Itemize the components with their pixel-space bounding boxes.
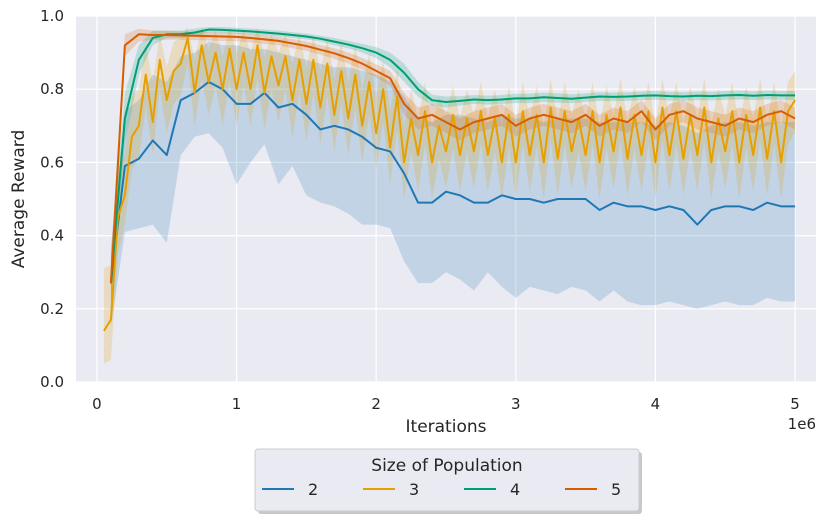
- y-tick-label: 0.2: [40, 300, 64, 318]
- series-lines: [103, 28, 796, 332]
- line-series-5: [109, 33, 796, 284]
- x-tick-label: 1: [232, 395, 242, 413]
- x-tick-label: 4: [651, 395, 661, 413]
- y-tick-label: 1.0: [40, 7, 64, 25]
- y-tick-label: 0.8: [40, 80, 64, 98]
- line-series-2: [109, 80, 796, 284]
- x-tick-label: 5: [790, 395, 800, 413]
- legend-box: [254, 448, 640, 512]
- x-tick-label: 3: [511, 395, 521, 413]
- y-tick-label: 0.6: [40, 153, 64, 171]
- x-tick-labels: 0 1 2 3 4 5: [92, 395, 800, 413]
- line-series-3: [103, 36, 796, 332]
- legend-label-5: 5: [611, 480, 621, 499]
- legend-label-4: 4: [510, 480, 520, 499]
- legend: Size of Population 2 3 4 5: [254, 448, 642, 514]
- y-tick-label: 0.4: [40, 227, 64, 245]
- legend-title: Size of Population: [371, 456, 522, 476]
- x-axis-label: Iterations: [406, 417, 487, 437]
- legend-entries: 2 3 4 5: [262, 480, 621, 499]
- y-axis-label: Average Reward: [9, 130, 29, 269]
- x-tick-label: 2: [371, 395, 381, 413]
- plot-background: [76, 16, 816, 382]
- grid-lines: [76, 15, 816, 383]
- band-series-3: [103, 26, 796, 364]
- x-tick-label: 0: [92, 395, 102, 413]
- y-tick-labels: 0.0 0.2 0.4 0.6 0.8 1.0: [40, 7, 64, 391]
- y-tick-label: 0.0: [40, 373, 64, 391]
- legend-label-2: 2: [308, 480, 318, 499]
- band-series-2: [110, 41, 796, 328]
- x-axis-multiplier: 1e6: [788, 415, 816, 433]
- legend-label-3: 3: [409, 480, 419, 499]
- line-series-4: [109, 28, 796, 284]
